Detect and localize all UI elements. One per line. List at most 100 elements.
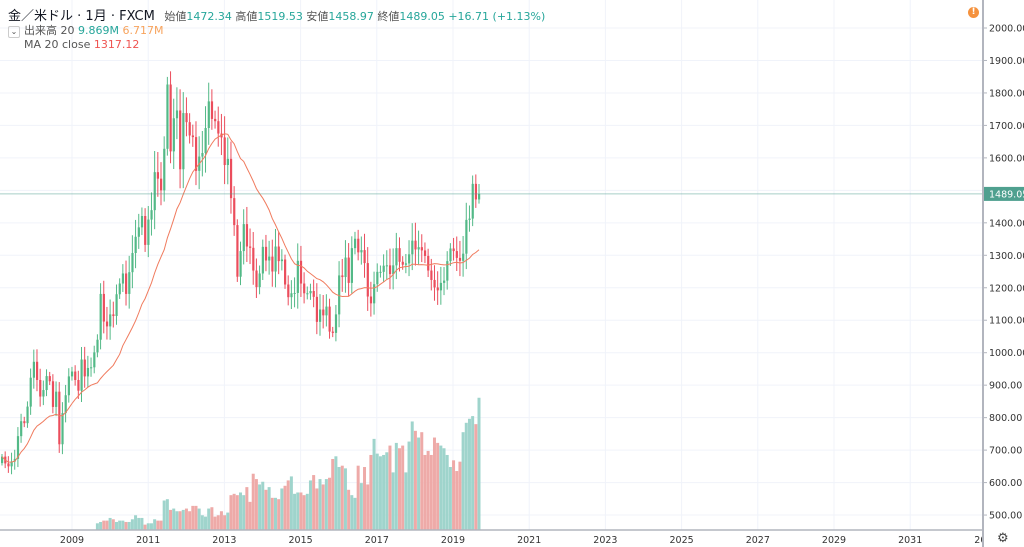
- candle-body: [64, 395, 67, 414]
- candle-body: [93, 352, 96, 368]
- volume-bar: [181, 509, 185, 530]
- volume-bar: [302, 495, 306, 530]
- volume-bar: [321, 484, 325, 530]
- candle-body: [404, 263, 408, 265]
- volume-bar: [114, 521, 118, 530]
- candle-body: [217, 121, 220, 134]
- volume-bar: [172, 508, 176, 530]
- candle-body: [249, 246, 252, 248]
- candle-body: [436, 287, 439, 291]
- candle-body: [471, 183, 474, 219]
- candle-body: [455, 251, 458, 258]
- symbol-name[interactable]: 金／米ドル: [8, 9, 74, 24]
- candle-body: [45, 376, 48, 391]
- volume-bar: [404, 472, 408, 530]
- candle-body: [468, 218, 471, 220]
- candle-body: [319, 309, 322, 322]
- volume-value: 9.869M: [78, 24, 119, 37]
- candle-body: [226, 158, 229, 166]
- candle-body: [55, 391, 58, 407]
- candle-body: [439, 282, 443, 291]
- volume-bar: [382, 454, 386, 530]
- candle-body: [353, 238, 357, 249]
- candle-body: [125, 273, 128, 294]
- candle-body: [185, 113, 188, 123]
- candle-body: [347, 257, 350, 283]
- candle-body: [210, 101, 214, 119]
- y-tick-label: 1800.00: [989, 88, 1024, 99]
- volume-bar: [137, 517, 141, 530]
- volume-bar: [394, 442, 398, 530]
- volume-bar: [347, 489, 351, 530]
- volume-bar: [417, 437, 421, 530]
- candle-body: [423, 250, 427, 256]
- candle-body: [452, 248, 455, 252]
- candle-body: [144, 216, 147, 245]
- candle-body: [188, 122, 191, 136]
- y-tick-label: 600.00: [989, 478, 1022, 489]
- volume-bar: [286, 480, 290, 530]
- chevron-down-icon[interactable]: ⌄: [8, 26, 20, 38]
- candle-body: [166, 84, 169, 149]
- volume-bar: [378, 456, 382, 530]
- volume-bar: [267, 487, 271, 530]
- volume-bar: [216, 515, 220, 530]
- candle-body: [296, 260, 299, 293]
- candle-body: [433, 279, 436, 288]
- volume-bar: [178, 511, 182, 530]
- volume-bar: [130, 519, 134, 530]
- volume-bar: [388, 445, 392, 530]
- volume-bar: [353, 497, 357, 530]
- volume-bar: [398, 448, 401, 530]
- symbol-legend: 金／米ドル · 1月 · FXCM 始値1472.34 高値1519.53 安値…: [8, 9, 546, 24]
- volume-bar: [429, 454, 433, 530]
- volume-label[interactable]: 出来高 20: [24, 24, 75, 37]
- candle-body: [373, 284, 376, 304]
- candle-body: [67, 376, 70, 396]
- volume-bar: [254, 479, 258, 530]
- candle-body: [392, 265, 395, 275]
- ma-line: [1, 133, 480, 463]
- candle-body: [379, 271, 382, 273]
- volume-bar: [127, 521, 131, 530]
- candle-body: [131, 253, 134, 273]
- price-tag-label: 1489.05: [989, 189, 1024, 200]
- candle-body: [462, 253, 465, 261]
- volume-bar: [223, 515, 227, 530]
- candle-body: [274, 246, 277, 272]
- ma-value: 1317.12: [93, 38, 140, 51]
- candle-body: [58, 391, 61, 445]
- volume-bar: [165, 499, 169, 530]
- volume-bar: [334, 456, 338, 530]
- y-tick-label: 1200.00: [989, 283, 1024, 294]
- candle-body: [388, 265, 392, 275]
- alert-icon[interactable]: !: [968, 7, 979, 18]
- candle-body: [61, 413, 64, 445]
- ma-label[interactable]: MA 20 close: [24, 38, 91, 51]
- volume-bar: [471, 416, 475, 530]
- volume-bar: [280, 488, 284, 530]
- gear-icon[interactable]: ⚙: [997, 531, 1009, 546]
- volume-bar: [318, 479, 322, 530]
- candle-body: [245, 224, 249, 247]
- volume-ma-value: 6.717M: [122, 24, 164, 37]
- volume-bar: [102, 520, 106, 530]
- price-tag: [984, 186, 1024, 201]
- volume-bar: [270, 497, 274, 530]
- candle-body: [207, 101, 210, 129]
- candle-body: [363, 250, 366, 264]
- volume-bar: [226, 512, 230, 530]
- candle-body: [382, 265, 385, 272]
- candle-body: [385, 265, 388, 267]
- candle-body: [214, 118, 217, 122]
- candle-body: [169, 84, 172, 152]
- volume-bar: [445, 454, 449, 530]
- x-tick-label: 2033: [974, 535, 998, 546]
- interval[interactable]: 1月: [85, 9, 107, 24]
- y-tick-label: 1300.00: [989, 251, 1024, 262]
- candle-body: [395, 248, 398, 266]
- candle-body: [261, 246, 264, 274]
- volume-bar: [191, 505, 195, 530]
- volume-bar: [372, 438, 376, 530]
